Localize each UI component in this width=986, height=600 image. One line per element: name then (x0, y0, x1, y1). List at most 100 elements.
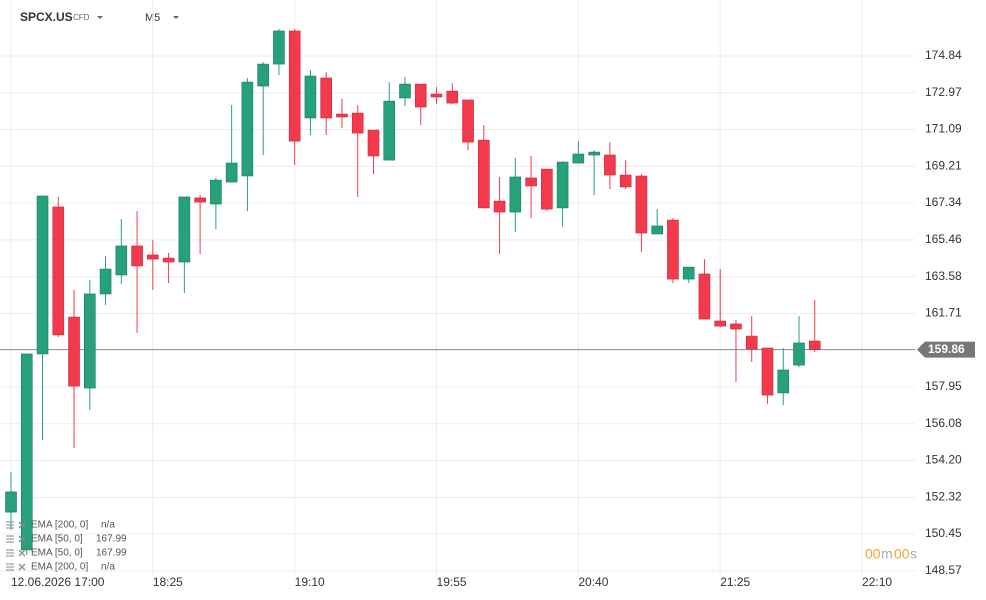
instrument-type: CFD (73, 13, 90, 22)
indicator-value: 167.99 (96, 534, 127, 545)
candle-body (399, 83, 411, 99)
candle-body (556, 161, 569, 209)
y-tick-label: 174.84 (925, 48, 962, 62)
y-tick-label: 169.21 (925, 159, 962, 173)
symbol[interactable]: SPCX.US (20, 10, 73, 24)
candle-body (257, 63, 269, 87)
candle-body (68, 316, 80, 387)
indicator-remove (18, 535, 26, 543)
candle-body (414, 83, 427, 108)
candle-body (619, 174, 632, 188)
y-tick-label: 172.97 (925, 85, 962, 99)
indicator-name: EMA [200, 0] (31, 562, 88, 573)
candle-body (52, 206, 65, 336)
y-tick-label: 165.46 (925, 232, 962, 246)
candle-body (383, 100, 396, 161)
x-tick-label: 18:25 (153, 575, 183, 589)
candle-body (745, 335, 758, 350)
indicator-icon (6, 549, 14, 557)
y-tick-label: 163.58 (925, 269, 962, 283)
countdown-seconds-unit: s (910, 546, 917, 562)
candle-body (367, 129, 380, 157)
candle-body (131, 245, 143, 267)
countdown-minutes-unit: m (881, 546, 893, 562)
candle-body (336, 113, 348, 118)
indicator-remove (18, 563, 26, 571)
candle-body (462, 99, 474, 143)
indicator-icon (6, 535, 14, 543)
countdown-seconds: 00 (894, 546, 910, 562)
indicator-name: EMA [50, 0] (31, 534, 83, 545)
y-tick-label: 156.08 (925, 416, 962, 430)
candle-body (477, 139, 490, 209)
y-tick-label: 154.20 (925, 453, 962, 467)
indicator-remove (18, 549, 26, 557)
candle-body (36, 195, 49, 355)
candle-body (178, 196, 191, 263)
candle-body (667, 219, 679, 280)
candle-body (115, 245, 128, 276)
countdown: 00 m 00 s (865, 546, 917, 562)
candle-body (509, 176, 522, 213)
candle-body (147, 254, 159, 260)
indicator-icon (6, 563, 14, 571)
x-tick-label: 22:10 (862, 575, 892, 589)
candle-body (304, 75, 317, 119)
candle-body (588, 151, 600, 156)
candle-body (761, 347, 774, 396)
indicator-remove (18, 521, 26, 529)
candle-body (446, 90, 459, 104)
indicator-value: 167.99 (96, 548, 127, 559)
candle-body (241, 81, 254, 177)
current-price-label: 159.86 (928, 342, 965, 356)
y-tick-label: 161.71 (925, 306, 962, 320)
candle-body (541, 168, 553, 210)
y-tick-label: 157.95 (925, 379, 962, 393)
candle-body (320, 77, 333, 119)
x-tick-label: 19:55 (437, 575, 467, 589)
indicator-value: n/a (101, 520, 115, 531)
x-tick-label: 20:40 (578, 575, 608, 589)
candle-body (714, 320, 727, 327)
y-tick-label: 152.32 (925, 490, 962, 504)
candle-body (225, 162, 238, 183)
y-tick-label: 171.09 (925, 122, 962, 136)
candle-body (351, 112, 364, 134)
timeframe-dropdown[interactable] (173, 16, 179, 19)
candle-body (777, 369, 790, 394)
candle-body (84, 293, 96, 389)
candle-body (604, 154, 616, 176)
indicator-name: EMA [50, 0] (31, 548, 83, 559)
candle-body (288, 30, 301, 142)
candle-body (682, 266, 695, 280)
y-tick-label: 150.45 (925, 526, 962, 540)
countdown-minutes: 00 (865, 546, 881, 562)
indicator-name: EMA [200, 0] (31, 520, 88, 531)
candle-body (493, 200, 506, 213)
candle-body (430, 93, 443, 98)
candle-body (635, 175, 648, 234)
candle-body (651, 225, 663, 235)
y-tick-label: 167.34 (925, 195, 962, 209)
symbol-dropdown[interactable] (97, 16, 103, 19)
candle-body (20, 353, 33, 551)
x-tick-label: 19:10 (295, 575, 325, 589)
current-price-tag (917, 341, 975, 358)
candle-body (698, 273, 711, 320)
candle-body (99, 268, 112, 295)
candle-body (273, 30, 285, 65)
candle-body (5, 491, 17, 513)
candle-body (730, 323, 742, 330)
candle-body (194, 197, 206, 203)
candle-body (808, 340, 821, 350)
y-tick-label: 148.57 (925, 563, 962, 577)
x-tick-label: 21:25 (720, 575, 750, 589)
x-tick-label: 12.06.2026 17:00 (11, 575, 105, 589)
candle-body (793, 342, 805, 366)
candle-body (210, 179, 222, 205)
indicator-value: n/a (101, 562, 115, 573)
indicator-icon (6, 521, 14, 529)
candle-body (525, 177, 537, 187)
candle-body (162, 257, 175, 263)
